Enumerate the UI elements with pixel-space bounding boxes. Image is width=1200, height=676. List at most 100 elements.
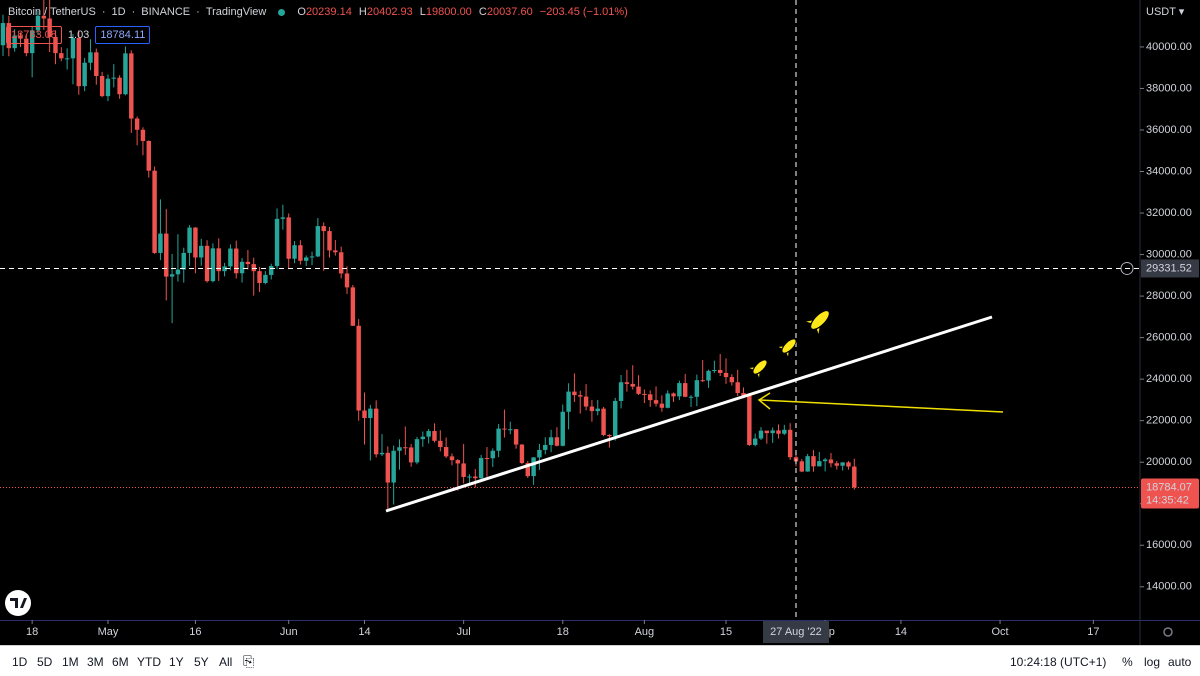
candle-body xyxy=(321,226,326,232)
candle-body xyxy=(595,408,600,412)
candle-body xyxy=(414,439,420,463)
trend-line xyxy=(385,315,993,513)
candle-body xyxy=(432,431,437,441)
candle-body xyxy=(805,456,810,472)
candle-body xyxy=(222,266,227,272)
chart: 14000.0016000.0018000.0020000.0022000.00… xyxy=(0,0,1200,645)
candle-body xyxy=(315,226,321,257)
candle-body xyxy=(251,264,256,272)
quote: 18783.08 1.03 18784.11 xyxy=(6,26,151,44)
candle-body xyxy=(309,256,315,258)
ohlc-value: 20402.93 xyxy=(366,6,413,18)
candle-body xyxy=(397,447,402,451)
range-button[interactable]: 3M xyxy=(87,655,104,669)
candle-body xyxy=(537,449,542,458)
candle-body xyxy=(770,430,775,434)
candle-body xyxy=(840,462,845,466)
candle-body xyxy=(636,386,641,394)
candle-body xyxy=(228,248,233,267)
candle-body xyxy=(134,118,140,130)
candle-body xyxy=(356,325,361,411)
y-tick-label: 22000.00 xyxy=(1146,415,1192,427)
range-button[interactable]: All xyxy=(219,655,233,669)
range-button[interactable]: 1M xyxy=(62,655,79,669)
range-button[interactable]: 5Y xyxy=(194,655,209,669)
candle-body xyxy=(181,252,186,270)
range-button[interactable]: 5D xyxy=(37,655,53,669)
range-button[interactable]: YTD xyxy=(137,655,161,669)
y-tick-label: 20000.00 xyxy=(1146,456,1192,468)
x-tick-label: 15 xyxy=(720,626,732,638)
candle-body xyxy=(47,18,52,37)
candle-body xyxy=(782,429,787,434)
y-tick-label: 16000.00 xyxy=(1146,539,1192,551)
candle-body xyxy=(6,23,12,49)
candle-body xyxy=(717,370,723,373)
y-tick-label: 26000.00 xyxy=(1146,332,1192,344)
candle-body xyxy=(572,391,577,396)
candle-body xyxy=(671,393,676,397)
currency[interactable]: USDT ▾ xyxy=(1146,6,1185,18)
arrow-line xyxy=(759,399,1004,413)
y-tick-label: 30000.00 xyxy=(1146,248,1192,260)
candle-body xyxy=(484,458,490,460)
candle-body xyxy=(24,38,29,54)
candle-body xyxy=(105,78,111,97)
ohlc-key: H xyxy=(358,6,367,18)
candle-body xyxy=(303,257,309,261)
candle-body xyxy=(344,273,350,288)
range-button[interactable]: 6M xyxy=(112,655,129,669)
candle-body xyxy=(642,393,647,395)
candle-body xyxy=(286,217,291,259)
currency-code: USDT xyxy=(1146,6,1176,18)
rocket-icons xyxy=(746,310,830,381)
candle-body xyxy=(712,370,717,372)
settings-icon[interactable] xyxy=(1163,627,1173,637)
candle-body xyxy=(630,383,635,387)
x-tick-label: Oct xyxy=(991,626,1008,638)
compare-icon[interactable]: ⎘ xyxy=(243,653,255,669)
range-button[interactable]: 1Y xyxy=(169,655,184,669)
candle-body xyxy=(12,35,17,49)
percent-toggle[interactable]: % xyxy=(1122,655,1133,669)
log-toggle[interactable]: log xyxy=(1144,655,1161,669)
candle-body xyxy=(822,459,828,462)
candle-body xyxy=(368,408,373,418)
candle-body xyxy=(729,377,735,383)
candle-body xyxy=(519,444,525,464)
candle-body xyxy=(245,261,251,265)
ask[interactable]: 18784.11 xyxy=(95,26,151,44)
candle-body xyxy=(333,250,338,253)
crosshair-date-box xyxy=(762,621,829,643)
candle-body xyxy=(554,437,560,446)
range-button[interactable]: 1D xyxy=(12,655,28,669)
candle-body xyxy=(583,396,589,407)
candle-body xyxy=(140,129,146,141)
candle-body xyxy=(694,380,700,397)
candle-body xyxy=(298,245,303,261)
candle-body xyxy=(99,75,105,97)
add-alert-icon[interactable] xyxy=(1120,261,1134,275)
plot: 14000.0016000.0018000.0020000.0022000.00… xyxy=(0,0,1199,643)
candle-body xyxy=(828,459,834,464)
y-tick-label: 24000.00 xyxy=(1146,373,1192,385)
crosshair-price-label: 29331.52 xyxy=(1146,262,1192,274)
candle-body xyxy=(566,391,571,412)
ohlc-key: C xyxy=(478,6,487,18)
spread: 1.03 xyxy=(67,29,90,41)
candle-body xyxy=(0,23,6,46)
candle-body xyxy=(752,438,758,445)
x-tick-label: Aug xyxy=(635,626,655,638)
candle-body xyxy=(677,383,682,397)
candle-body xyxy=(117,77,122,95)
crosshair-date-label: 27 Aug '22 xyxy=(770,626,822,638)
auto-toggle[interactable]: auto xyxy=(1168,655,1192,669)
countdown-label: 14:35:42 xyxy=(1146,494,1189,506)
candle-body xyxy=(53,36,58,54)
ohlc-value: 20037.60 xyxy=(486,6,533,18)
x-tick-label: 14 xyxy=(358,626,370,638)
bid[interactable]: 18783.08 xyxy=(6,26,62,44)
candle-body xyxy=(76,37,82,87)
candle-body xyxy=(362,410,367,418)
candle-body xyxy=(688,396,694,398)
